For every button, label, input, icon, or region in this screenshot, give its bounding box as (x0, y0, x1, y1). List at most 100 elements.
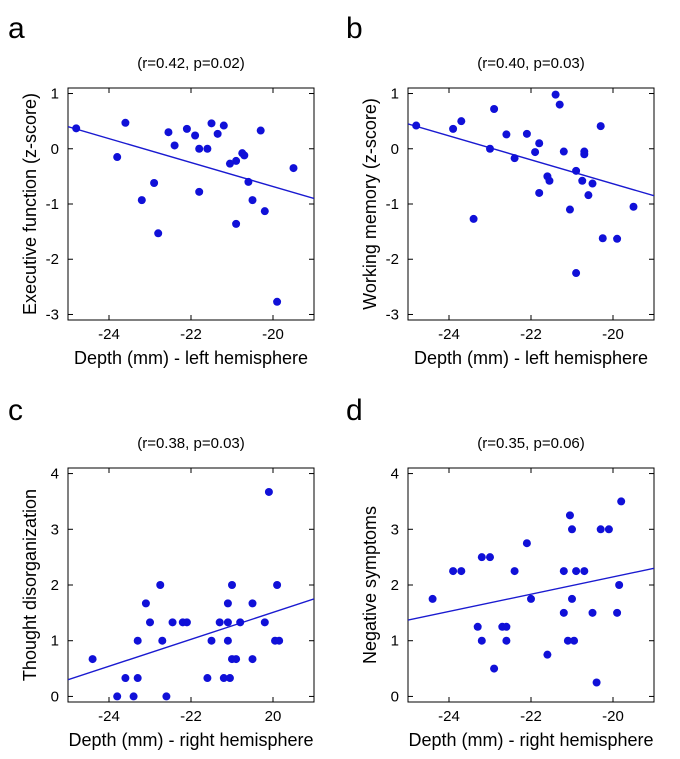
data-point (570, 636, 579, 645)
data-point (613, 234, 622, 243)
data-point (207, 119, 216, 128)
data-point (88, 655, 97, 664)
y-tick-label: 1 (51, 633, 59, 650)
x-tick-label: 20 (265, 708, 282, 725)
data-point (223, 618, 232, 627)
data-point (527, 594, 535, 603)
x-tick-label: -20 (262, 326, 284, 343)
panel-label: d (346, 394, 363, 427)
data-point (182, 124, 191, 133)
data-point (457, 117, 466, 126)
data-point (256, 126, 265, 135)
chart-panel-c: c (r=0.38, p=0.03) -24 -22 20 4 3 2 1 0 Depth (mm)… (8, 394, 315, 750)
x-tick-label: -22 (180, 708, 202, 725)
data-point (615, 581, 624, 589)
data-point (137, 196, 146, 205)
y-tick-label: 4 (391, 466, 399, 483)
data-point (449, 124, 458, 133)
data-point (580, 567, 589, 576)
data-point (412, 121, 421, 130)
data-point (596, 122, 605, 131)
y-axis-label: Negative symptoms (360, 506, 380, 664)
data-point (559, 567, 568, 576)
y-tick-label: -3 (386, 306, 399, 323)
y-axis-label: Thought disorganization (20, 489, 40, 681)
x-tick-label: -24 (98, 708, 120, 725)
y-tick-label: 0 (51, 688, 59, 705)
data-point (568, 594, 576, 603)
x-tick-label: -20 (602, 326, 624, 343)
data-point (223, 636, 232, 645)
y-tick-label: -3 (46, 306, 59, 323)
data-point (568, 525, 576, 534)
data-point (559, 147, 568, 156)
data-point (225, 159, 234, 168)
data-point (164, 128, 173, 137)
data-point (162, 692, 171, 701)
y-tick-label: 3 (51, 521, 59, 538)
data-point (273, 581, 282, 589)
data-point (477, 553, 486, 562)
data-point (232, 219, 241, 228)
data-point (133, 674, 142, 683)
x-axis-label: Depth (mm) - right hemisphere (408, 730, 653, 750)
data-point (260, 207, 269, 216)
y-tick-label: 1 (51, 86, 59, 103)
chart-panel-a: a (r=0.42, p=0.02) -24 -22 -20 1 0 -1 -2 -3 Depth … (8, 12, 315, 368)
data-point (613, 608, 622, 617)
x-tick-label: -24 (98, 326, 120, 343)
data-point (289, 164, 298, 173)
y-tick-label: 4 (51, 466, 59, 483)
data-point (232, 655, 241, 664)
x-tick-label: -24 (438, 708, 460, 725)
data-point (580, 150, 589, 159)
data-point (168, 618, 177, 627)
data-point (449, 567, 458, 576)
x-tick-label: -22 (520, 326, 542, 343)
data-point (588, 608, 597, 617)
chart-title: (r=0.38, p=0.03) (137, 435, 245, 452)
data-point (146, 618, 154, 627)
data-point (510, 567, 519, 576)
data-point (572, 269, 581, 278)
data-point (617, 497, 626, 506)
data-point (531, 148, 540, 157)
data-point (215, 618, 224, 627)
y-axis-label: Working memory (z-score) (360, 98, 380, 310)
data-point (502, 622, 511, 631)
data-point (195, 144, 204, 153)
y-tick-label: 3 (391, 521, 399, 538)
data-point (203, 144, 212, 153)
data-point (584, 191, 593, 200)
data-point (133, 636, 142, 645)
data-point (191, 131, 200, 140)
data-point (232, 156, 241, 165)
data-point (559, 608, 568, 617)
data-point (473, 622, 482, 631)
data-point (535, 188, 544, 197)
x-tick-label: -24 (438, 326, 460, 343)
data-point (565, 205, 574, 214)
data-point (225, 674, 234, 683)
data-point (154, 229, 163, 238)
y-tick-label: 0 (391, 141, 399, 158)
x-tick-label: -22 (520, 708, 542, 725)
data-point (213, 129, 222, 138)
data-point (555, 100, 564, 109)
x-axis-label: Depth (mm) - left hemisphere (414, 348, 648, 368)
y-tick-label: 2 (51, 577, 59, 594)
chart-title: (r=0.42, p=0.02) (137, 55, 245, 72)
data-point (588, 179, 597, 188)
y-tick-label: 0 (391, 688, 399, 705)
data-point (121, 674, 130, 683)
y-tick-label: 0 (51, 141, 59, 158)
data-point (219, 674, 228, 683)
panel-label: b (346, 12, 363, 45)
y-tick-label: 1 (391, 633, 399, 650)
data-point (572, 166, 581, 175)
data-point (596, 525, 605, 534)
y-tick-label: -2 (386, 251, 399, 268)
data-point (522, 539, 531, 548)
data-point (141, 599, 150, 608)
data-point (604, 525, 613, 534)
